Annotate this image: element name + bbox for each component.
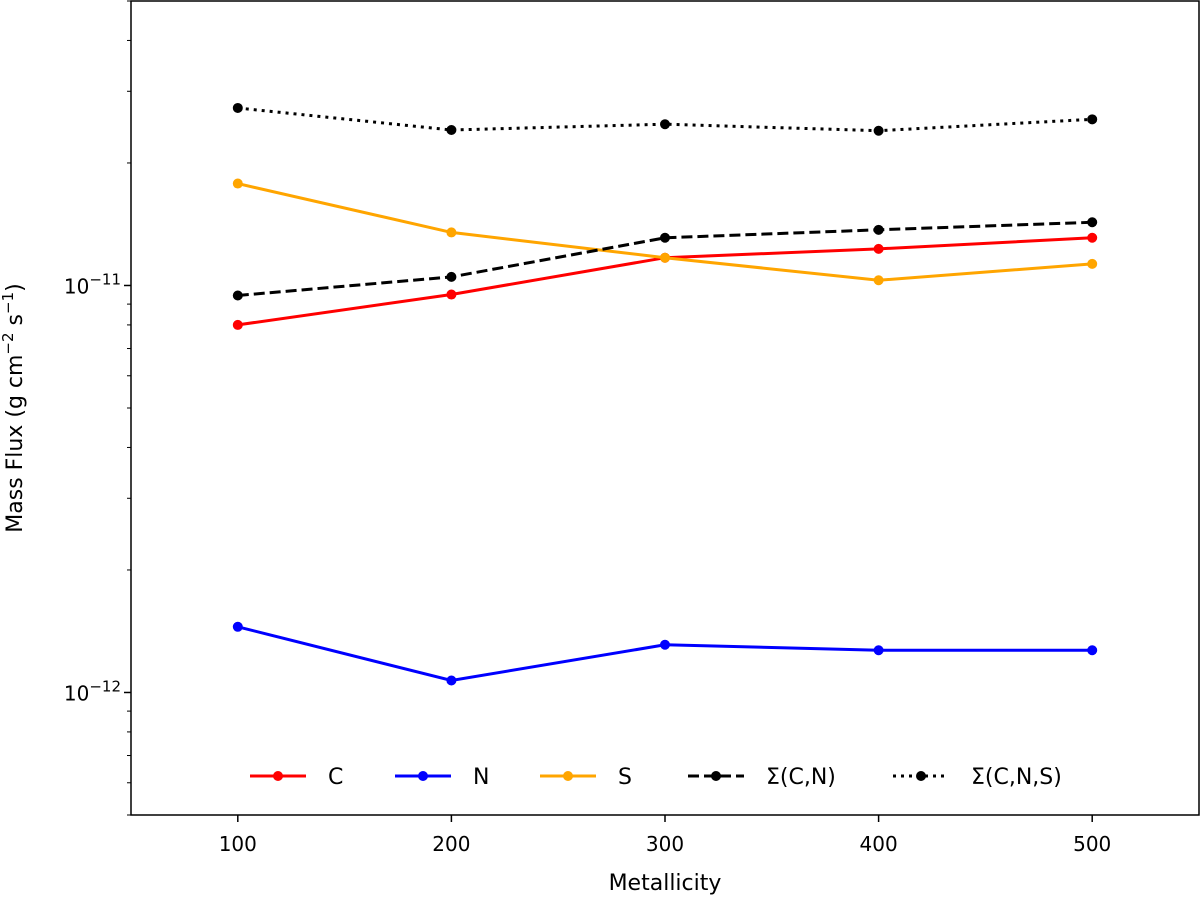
data-point-c-n-s: [660, 119, 670, 130]
x-axis-ticks: 100 200 300 400 500: [219, 815, 1111, 856]
data-point-c: [446, 289, 457, 300]
y-axis-label-end: ): [3, 283, 28, 292]
y-axis-label-exp2: −1: [0, 292, 17, 314]
series-line-s: [237, 182, 1093, 282]
data-point-c: [873, 243, 884, 254]
legend-label-c: C: [328, 765, 343, 790]
data-point-c-n-s: [232, 102, 243, 113]
legend-marker-c-n: [711, 771, 721, 781]
data-point-n: [446, 675, 457, 686]
data-point-c-n: [446, 271, 457, 282]
data-point-c-n-s: [446, 124, 457, 135]
data-point-c-n-s: [1087, 114, 1098, 125]
x-tick-label: 300: [646, 832, 684, 856]
legend-label-c-n-s: Σ(C,N,S): [971, 765, 1062, 790]
y-axis-label-exp1: −2: [0, 332, 17, 354]
data-point-s: [1087, 258, 1098, 269]
legend-label-c-n: Σ(C,N): [766, 765, 836, 790]
data-point-c: [1087, 232, 1098, 243]
legend-marker-c-n-s: [916, 771, 926, 781]
legend: C N S Σ(C,N) Σ(C,N,S): [250, 765, 1062, 790]
data-point-n: [660, 639, 670, 650]
data-point-c-n: [660, 232, 670, 243]
y-axis-label-mid: s: [3, 314, 28, 332]
y-tick-label: 10−11: [64, 270, 121, 298]
data-point-s: [660, 252, 670, 263]
y-axis-label-main: Mass Flux (g cm: [3, 355, 28, 533]
y-tick-label: 10−12: [64, 677, 121, 705]
data-point-c: [232, 319, 243, 330]
x-tick-label: 100: [219, 832, 257, 856]
data-point-s: [232, 178, 243, 189]
legend-label-s: S: [618, 765, 632, 790]
series-layer: [232, 102, 1098, 686]
legend-marker-s: [563, 771, 573, 781]
data-point-n: [232, 621, 243, 632]
x-tick-label: 200: [432, 832, 470, 856]
data-point-n: [873, 645, 884, 656]
data-point-c-n: [1087, 217, 1098, 228]
y-minor-ticks: [127, 0, 131, 816]
y-tick-label-base: 10: [64, 681, 89, 705]
data-point-c-n: [232, 290, 243, 301]
data-point-n: [1087, 645, 1098, 656]
legend-marker-c: [273, 771, 283, 781]
x-tick-label: 500: [1073, 832, 1111, 856]
series-line-n: [237, 625, 1093, 683]
y-tick-label-exponent: −11: [89, 270, 121, 288]
legend-marker-n: [418, 771, 428, 781]
series-line-c-n-s: [237, 106, 1093, 133]
data-point-s: [873, 275, 884, 286]
series-line-c: [237, 236, 1093, 327]
x-tick-label: 400: [860, 832, 898, 856]
y-axis-label: Mass Flux (g cm−2 s−1): [0, 283, 28, 532]
x-axis-label: Metallicity: [609, 871, 722, 896]
legend-label-n: N: [473, 765, 489, 790]
y-tick-label-exponent: −12: [89, 677, 121, 695]
data-point-c-n-s: [873, 125, 884, 136]
data-point-s: [446, 227, 457, 238]
y-tick-label-base: 10: [64, 274, 89, 298]
data-point-c-n: [873, 224, 884, 235]
